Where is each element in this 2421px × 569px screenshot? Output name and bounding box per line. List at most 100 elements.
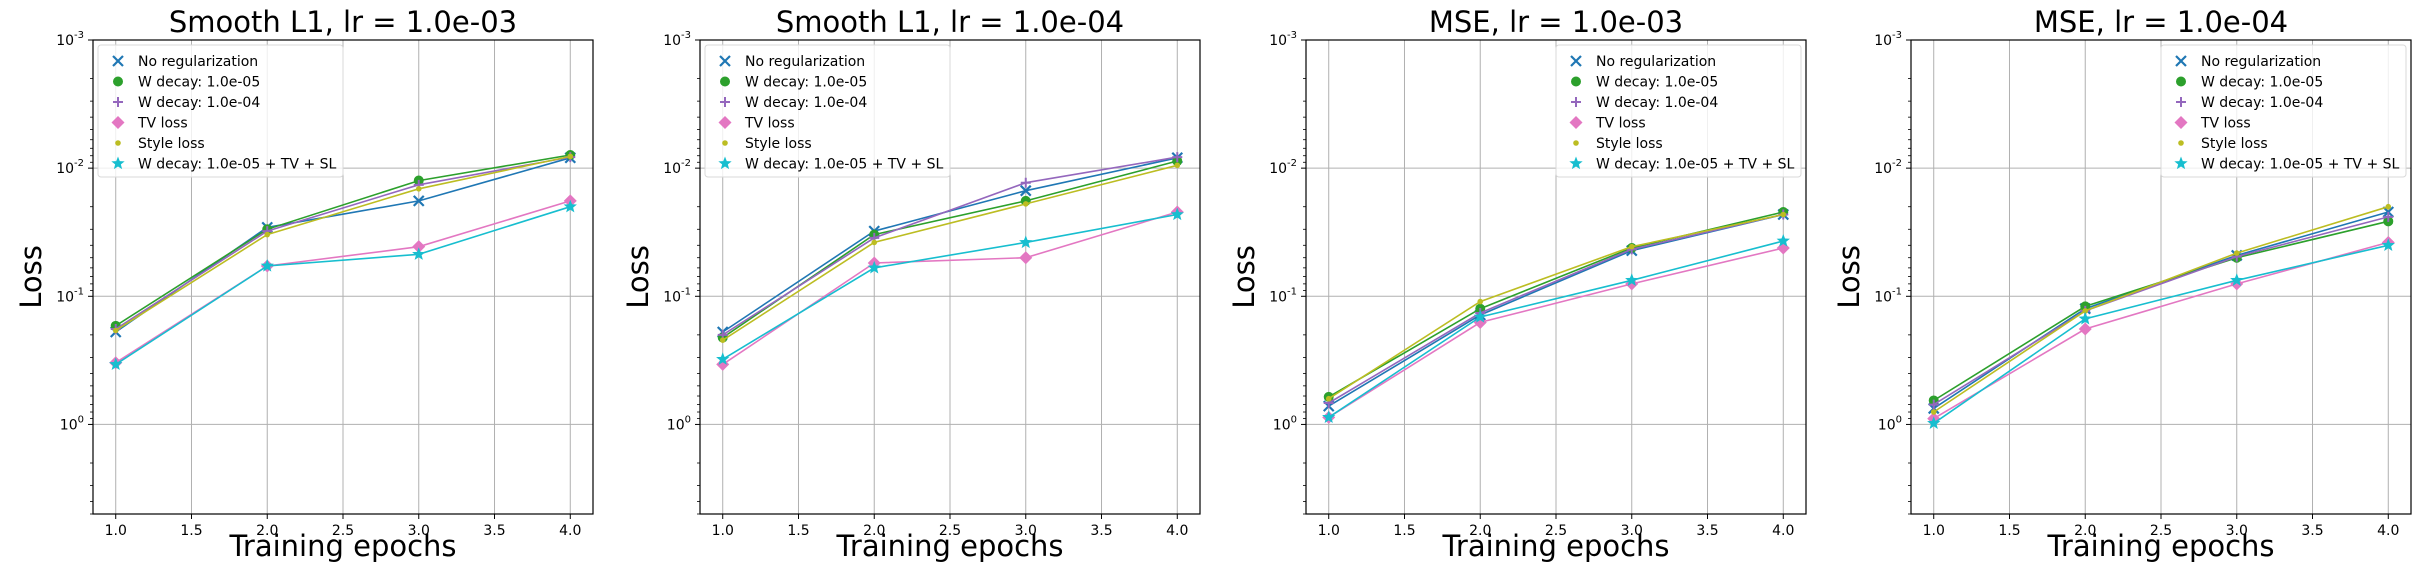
data-point-plus <box>1928 399 1939 410</box>
series-style-loss <box>719 162 1181 343</box>
x-tick-label: 2.0 <box>863 523 885 539</box>
y-tick-label: 10-2 <box>56 158 84 177</box>
x-tick-label: 3.5 <box>483 523 505 539</box>
legend-label: W decay: 1.0e-05 + TV + SL <box>138 157 337 173</box>
legend-marker <box>2176 76 2186 87</box>
legend-box <box>2160 44 2407 178</box>
legend-marker <box>1571 76 1581 87</box>
legend-marker <box>720 97 730 107</box>
series-w-decay-1-0e-04 <box>717 152 1183 340</box>
x-tick-label: 1.0 <box>1923 523 1945 539</box>
y-tick-label: 100 <box>1273 414 1297 433</box>
data-point-dot <box>1780 211 1787 218</box>
data-point-dot <box>719 337 726 343</box>
data-point-star <box>412 247 426 260</box>
legend-marker <box>722 140 728 146</box>
series-line <box>1328 213 1784 404</box>
series-line <box>1933 244 2389 424</box>
x-tick-label: 4.0 <box>2377 523 2399 539</box>
legend-marker <box>1569 156 1583 170</box>
data-point-dot <box>2233 250 2240 256</box>
data-point-star <box>2078 311 2092 325</box>
data-point-x <box>1019 184 1032 197</box>
x-tick-label: 4.0 <box>1772 523 1794 539</box>
data-point-dot <box>1022 201 1029 207</box>
x-tick-label: 2.5 <box>1545 523 1567 539</box>
legend-marker <box>113 97 123 107</box>
series-line <box>115 156 571 330</box>
series-w-decay-1-0e-05-tv-sl <box>716 207 1184 365</box>
x-tick-label: 3.0 <box>1621 523 1643 539</box>
x-tick-label: 1.5 <box>1998 523 2020 539</box>
y-axis-label: Loss <box>621 245 655 309</box>
legend-marker <box>1571 97 1581 107</box>
data-point-dot <box>112 327 119 334</box>
data-point-dot <box>1174 162 1181 169</box>
legend-label: TV loss <box>744 116 795 132</box>
data-point-star <box>1019 235 1033 249</box>
y-tick-label: 10-2 <box>1874 158 1902 177</box>
y-tick-label: 10-2 <box>663 158 691 177</box>
data-point-diamond <box>2078 322 2092 336</box>
series-line <box>1328 240 1784 418</box>
plot-frame <box>92 39 594 515</box>
legend-label: TV loss <box>137 116 188 132</box>
data-point-star <box>1776 233 1790 247</box>
y-tick-label: 10-3 <box>663 30 691 49</box>
legend: No regularization W decay: 1.0e-05 W decay… <box>704 44 951 178</box>
data-point-dot <box>264 231 271 238</box>
data-point-star <box>1322 410 1336 423</box>
x-tick-label: 3.0 <box>2226 523 2248 539</box>
legend-marker <box>718 116 732 129</box>
series-line <box>1933 216 2389 406</box>
series-line <box>1328 247 1784 418</box>
plot-frame <box>1910 39 2412 515</box>
x-tick-label: 4.0 <box>1166 523 1188 539</box>
x-tick-label: 3.5 <box>1090 523 1112 539</box>
legend-label: No regularization <box>2201 54 2321 70</box>
series-w-decay-1-0e-05-tv-sl <box>1927 238 2395 429</box>
data-point-star <box>1625 273 1639 286</box>
series-w-decay-1-0e-05-tv-sl <box>1322 233 1790 423</box>
x-tick-label: 3.0 <box>1015 523 1037 539</box>
data-point-star <box>2230 273 2244 286</box>
legend-label: W decay: 1.0e-05 <box>138 75 260 91</box>
data-point-x <box>412 195 425 207</box>
data-point-dot <box>415 186 422 192</box>
series-style-loss <box>1930 203 2392 415</box>
data-point-star <box>716 352 730 365</box>
legend-label: W decay: 1.0e-04 <box>1596 95 1718 111</box>
chart-panel-1: 1.0 1.5 2.0 2.5 3.0 3.5 4.0 10-3 10-2 10-1 100 Smoo… <box>14 5 594 563</box>
legend-box <box>1555 44 1802 178</box>
y-tick-label: 10-2 <box>1269 158 1297 177</box>
x-tick-label: 1.0 <box>1318 523 1340 539</box>
y-tick-label: 10-1 <box>1874 286 1902 305</box>
legend-marker <box>1569 116 1583 129</box>
x-tick-label: 4.0 <box>559 523 581 539</box>
y-axis-label: Loss <box>1227 245 1261 309</box>
x-tick-label: 1.0 <box>105 523 127 539</box>
x-tick-label: 1.5 <box>180 523 202 539</box>
legend-marker <box>718 156 732 170</box>
x-axis-label: Training epochs <box>2046 529 2274 563</box>
x-tick-label: 2.0 <box>2074 523 2096 539</box>
legend: No regularization W decay: 1.0e-05 W decay… <box>97 44 344 178</box>
x-tick-label: 1.0 <box>712 523 734 539</box>
series-line <box>722 213 1178 360</box>
x-tick-label: 1.5 <box>787 523 809 539</box>
y-tick-label: 10-3 <box>1269 30 1297 49</box>
legend-label: W decay: 1.0e-05 <box>745 75 867 91</box>
x-tick-label: 2.0 <box>256 523 278 539</box>
x-axis-label: Training epochs <box>228 529 456 563</box>
data-point-star <box>109 357 123 371</box>
data-point-diamond <box>716 357 730 371</box>
legend-marker <box>2175 55 2187 67</box>
x-axis-label: Training epochs <box>835 529 1063 563</box>
legend-label: W decay: 1.0e-05 <box>1596 75 1718 91</box>
legend-marker <box>115 140 121 146</box>
legend-label: No regularization <box>745 54 865 70</box>
series-w-decay-1-0e-05-tv-sl <box>109 199 577 371</box>
legend-label: Style loss <box>1596 136 1663 152</box>
data-point-dot <box>1477 298 1484 305</box>
